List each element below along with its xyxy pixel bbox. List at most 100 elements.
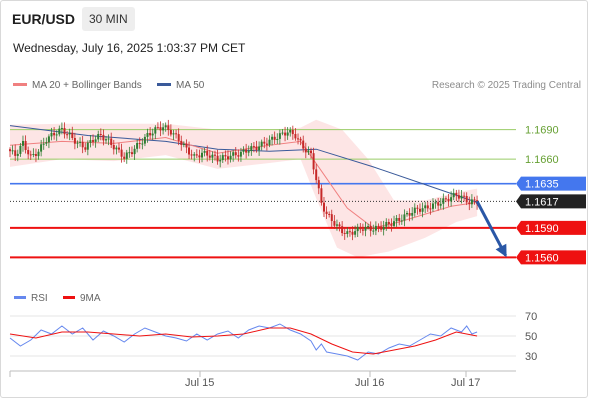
candle-body bbox=[387, 222, 390, 224]
candle bbox=[278, 129, 281, 145]
candle bbox=[333, 215, 336, 229]
candle bbox=[328, 211, 331, 218]
candle bbox=[281, 129, 284, 136]
candle bbox=[271, 134, 274, 146]
rsi-tick-label: 70 bbox=[525, 311, 537, 323]
candle-body bbox=[177, 134, 180, 141]
candle bbox=[29, 150, 32, 160]
candle bbox=[110, 132, 113, 148]
candle-body bbox=[138, 143, 141, 144]
candle bbox=[94, 135, 97, 148]
candle-body bbox=[79, 141, 82, 143]
candle-body bbox=[271, 136, 274, 140]
candle bbox=[185, 139, 188, 154]
candle bbox=[356, 223, 359, 238]
candle-body bbox=[390, 224, 393, 226]
candle-body bbox=[361, 229, 364, 231]
candle-body bbox=[24, 141, 27, 150]
candle-body bbox=[102, 134, 105, 141]
candle-body bbox=[297, 138, 299, 140]
candle-body bbox=[338, 224, 341, 227]
candle-body bbox=[234, 152, 237, 156]
candle-body bbox=[19, 145, 22, 154]
candle bbox=[60, 122, 63, 135]
candle-body bbox=[81, 141, 84, 148]
candle bbox=[421, 202, 424, 218]
candle-body bbox=[224, 155, 227, 157]
candle-body bbox=[333, 221, 336, 226]
candle bbox=[208, 150, 211, 161]
candle-body bbox=[146, 133, 149, 137]
candle-body bbox=[68, 132, 71, 135]
candle-body bbox=[444, 198, 447, 200]
candle bbox=[22, 135, 24, 152]
candle bbox=[447, 193, 450, 207]
instrument-symbol: EUR/USD bbox=[12, 11, 76, 27]
candle bbox=[154, 125, 157, 140]
price-tag-support: 1.1560 bbox=[516, 250, 586, 265]
timeframe-badge[interactable]: 30 MIN bbox=[82, 7, 135, 31]
candle-body bbox=[268, 139, 271, 145]
legend-rsi: RSI bbox=[14, 293, 48, 304]
candle-body bbox=[172, 133, 175, 135]
candle bbox=[265, 137, 268, 151]
candle-body bbox=[188, 147, 190, 155]
candle bbox=[138, 137, 141, 149]
candle-body bbox=[398, 218, 401, 221]
candle-body bbox=[403, 214, 406, 221]
candle-body bbox=[167, 125, 170, 130]
candle bbox=[214, 150, 216, 161]
candle bbox=[429, 202, 432, 215]
candle-body bbox=[141, 143, 144, 145]
ma20-label: MA 20 + Bollinger Bands bbox=[32, 80, 142, 91]
candle-body bbox=[299, 138, 302, 141]
candle bbox=[224, 150, 227, 162]
candle-body bbox=[120, 149, 123, 157]
candle bbox=[380, 221, 383, 232]
candle-body bbox=[42, 143, 45, 145]
candle-body bbox=[92, 140, 94, 142]
candle bbox=[123, 152, 126, 163]
candle bbox=[175, 129, 178, 139]
candle bbox=[193, 152, 196, 162]
price-tag-bg bbox=[516, 176, 586, 191]
candle bbox=[234, 147, 237, 159]
candle bbox=[304, 142, 307, 159]
candle-body bbox=[364, 227, 367, 231]
candle bbox=[382, 220, 385, 236]
candle bbox=[323, 196, 325, 217]
candle-body bbox=[260, 141, 263, 147]
candle-body bbox=[214, 154, 216, 156]
candle-body bbox=[162, 127, 165, 131]
candle bbox=[361, 223, 364, 236]
price-tag-pivot: 1.1635 bbox=[516, 176, 586, 191]
candle-body bbox=[323, 202, 325, 212]
candle-body bbox=[190, 154, 193, 156]
candle bbox=[172, 129, 175, 141]
candle bbox=[58, 125, 61, 137]
candle bbox=[133, 145, 136, 160]
price-tag-current: 1.1617 bbox=[516, 194, 586, 209]
candle bbox=[442, 193, 445, 210]
candle bbox=[242, 146, 245, 155]
candle bbox=[84, 142, 87, 153]
legend-ma20: MA 20 + Bollinger Bands bbox=[13, 80, 142, 91]
candle-body bbox=[406, 213, 408, 215]
candle bbox=[195, 149, 198, 158]
candle-body bbox=[426, 205, 429, 209]
candle bbox=[227, 150, 229, 165]
candle-body bbox=[29, 154, 32, 156]
candle bbox=[263, 136, 266, 149]
candle-body bbox=[450, 197, 453, 202]
candle-body bbox=[320, 188, 323, 203]
candle bbox=[190, 149, 193, 160]
candle-body bbox=[273, 136, 276, 140]
candle bbox=[470, 194, 473, 209]
candle bbox=[457, 189, 460, 203]
candle-body bbox=[27, 150, 30, 155]
candle-body bbox=[432, 203, 434, 209]
x-tick-label: Jul 16 bbox=[355, 377, 384, 389]
candle-body bbox=[136, 143, 139, 149]
candle bbox=[32, 148, 35, 158]
